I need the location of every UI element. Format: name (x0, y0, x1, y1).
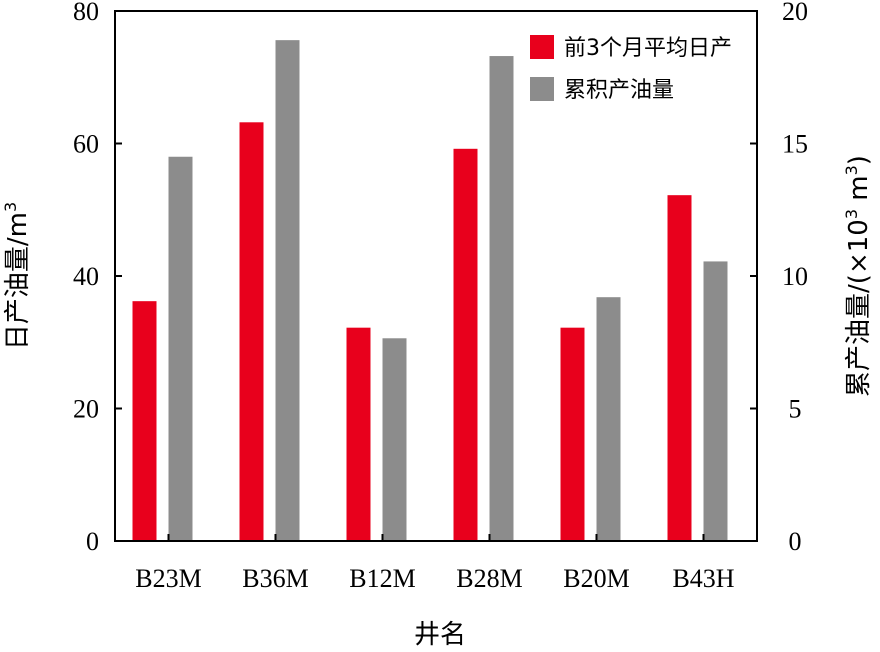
x-tick-label: B36M (242, 564, 308, 593)
right-y-tick-label: 15 (782, 130, 808, 159)
bars-layer (132, 40, 728, 542)
bar-daily-b20m (560, 327, 585, 541)
left-y-tick-label: 20 (73, 395, 99, 424)
left-y-axis-title-sup: 3 (1, 202, 20, 212)
bar-cumulative-b23m (168, 156, 193, 541)
bar-cumulative-b28m (489, 56, 514, 542)
left-y-tick-label: 60 (73, 130, 99, 159)
legend-label-daily: 前3个月平均日产 (564, 36, 732, 61)
right-y-tick-label: 0 (789, 527, 802, 556)
right-y-axis-title-text: 累产油量/(×10 (844, 219, 874, 397)
right-y-tick-label: 10 (782, 262, 808, 291)
right-y-axis-title: 累产油量/(×103 m3) (842, 155, 874, 397)
bar-daily-b36m (239, 122, 264, 542)
right-y-axis-title-end: ) (844, 155, 874, 165)
bar-daily-b12m (346, 327, 371, 541)
bar-daily-b23m (132, 301, 157, 541)
bar-cumulative-b20m (596, 297, 621, 541)
legend-swatch-cumulative (530, 77, 554, 101)
legend-swatch-daily (530, 35, 554, 59)
right-y-tick-label: 5 (789, 395, 802, 424)
x-tick-label: B43H (672, 564, 734, 593)
bar-cumulative-b36m (275, 40, 300, 542)
x-tick-label: B28M (456, 564, 522, 593)
left-y-tick-label: 80 (73, 0, 99, 26)
right-y-axis-title-sup1: 3 (842, 209, 861, 219)
x-axis-title: 井名 (414, 620, 466, 650)
x-tick-label: B23M (135, 564, 201, 593)
left-y-tick-label: 0 (86, 527, 99, 556)
bar-daily-b43h (667, 195, 692, 542)
left-y-tick-label: 40 (73, 262, 99, 291)
x-tick-label: B20M (563, 564, 629, 593)
ticks-layer: B23M B36M B12M B28M B20M B43H 0 20 40 60 80 0 5 10 15 2… (73, 0, 808, 593)
legend-label-cumulative: 累积产油量 (564, 78, 674, 103)
bar-cumulative-b12m (382, 338, 407, 541)
left-y-axis-title: 日产油量/m3 (1, 202, 33, 350)
right-y-tick-label: 20 (782, 0, 808, 26)
legend: 前3个月平均日产 累积产油量 (530, 35, 732, 103)
right-y-axis-title-sup2: 3 (842, 165, 861, 175)
left-y-axis-title-text: 日产油量/m (3, 212, 33, 350)
bar-cumulative-b43h (703, 261, 728, 541)
x-tick-label: B12M (349, 564, 415, 593)
right-y-axis-title-mid: m (844, 175, 874, 209)
bar-daily-b28m (453, 148, 478, 542)
